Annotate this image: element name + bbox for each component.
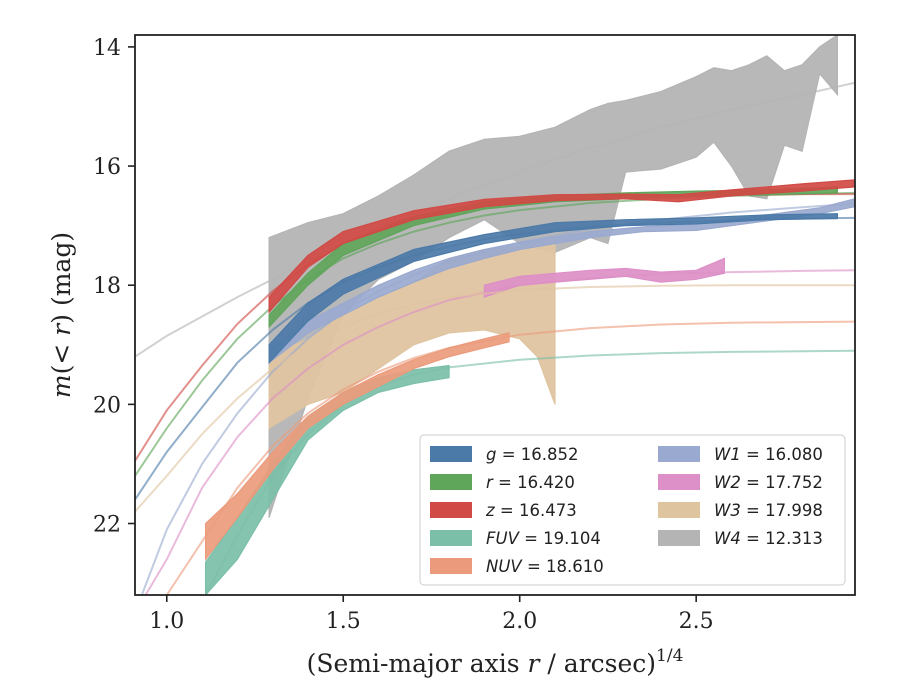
- x-axis: 1.0 1.5 2.0 2.5: [149, 595, 714, 634]
- legend-label-fuv: FUV = 19.104: [486, 529, 601, 548]
- legend-label-g: g = 16.852: [486, 445, 579, 464]
- model-curve-w3: [135, 284, 855, 513]
- y-axis-label: m(< r) (mag): [47, 232, 76, 398]
- legend-swatch-fuv: [430, 530, 472, 546]
- data-band-g: [268, 213, 838, 365]
- x-tick-label: 2.0: [502, 609, 537, 634]
- y-tick-label: 20: [93, 393, 121, 418]
- x-axis-label: (Semi-major axis r / arcsec)1/4: [307, 646, 684, 678]
- x-tick-label: 1.0: [149, 609, 184, 634]
- model-curve-w2: [144, 269, 855, 595]
- legend-swatch-nuv: [430, 558, 472, 574]
- x-tick-label: 2.5: [679, 609, 714, 634]
- legend: g = 16.852 r = 16.420 z = 16.473 FUV = 19.1…: [419, 434, 846, 586]
- y-tick-label: 16: [93, 155, 121, 180]
- models-layer: [135, 81, 855, 595]
- legend-label-r: r = 16.420: [486, 473, 575, 492]
- legend-label-w3: W3 = 17.998: [714, 501, 823, 520]
- legend-label-w1: W1 = 16.080: [714, 445, 823, 464]
- model-curve-w1: [140, 202, 855, 595]
- legend-swatch-w1: [658, 446, 700, 462]
- legend-label-w4: W4 = 12.313: [714, 529, 823, 548]
- data-band-w4: [268, 35, 838, 518]
- y-tick-label: 14: [93, 36, 121, 61]
- legend-swatch-w2: [658, 474, 700, 490]
- legend-label-w2: W2 = 17.752: [714, 473, 823, 492]
- legend-swatch-w4: [658, 530, 700, 546]
- model-curve-w4: [135, 81, 855, 358]
- legend-label-z: z = 16.473: [485, 501, 577, 520]
- y-tick-label: 18: [93, 274, 121, 299]
- legend-label-nuv: NUV = 18.610: [486, 557, 604, 576]
- legend-frame: [419, 434, 846, 586]
- data-band-nuv: [205, 332, 510, 562]
- y-tick-label: 22: [93, 513, 121, 538]
- legend-swatch-g: [430, 446, 472, 462]
- plot-frame: [134, 34, 856, 596]
- x-tick-label: 1.5: [326, 609, 361, 634]
- data-band-z: [268, 179, 855, 314]
- legend-swatch-w3: [658, 502, 700, 518]
- legend-swatch-z: [430, 502, 472, 518]
- legend-swatch-r: [430, 474, 472, 490]
- y-axis: 14 16 18 20 22: [93, 36, 135, 538]
